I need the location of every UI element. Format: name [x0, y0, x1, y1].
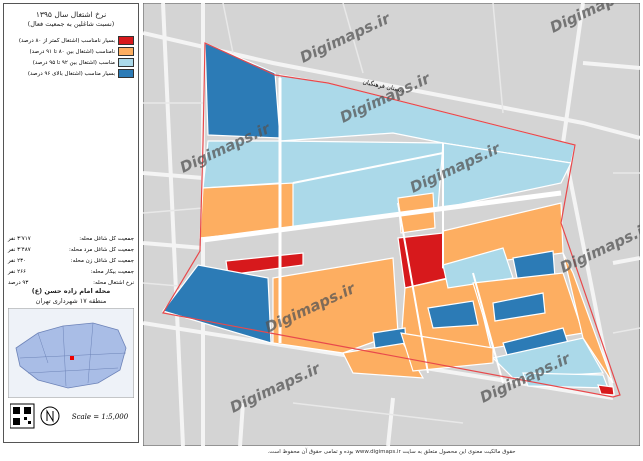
inner-street [397, 202, 429, 374]
block [597, 384, 615, 396]
stat-label: جمعیت کل شاغل محله: [79, 236, 134, 242]
stat-label: جمعیت کل شاغل مرد محله: [69, 247, 134, 253]
stat-label: جمعیت بیکار محله: [90, 269, 134, 275]
block [562, 252, 614, 384]
legend-swatch [118, 36, 134, 45]
inset-location [70, 356, 74, 360]
north-symbol [46, 409, 54, 423]
stat-value: ۹۳ درصد [8, 280, 29, 286]
minor-streets [143, 3, 640, 424]
block [427, 300, 479, 329]
qr-pattern [13, 407, 31, 425]
stat-row: جمعیت کل شاغل زن محله: ۲۳۰ نفر [8, 258, 134, 264]
legend-swatch [118, 47, 134, 56]
legend-item: بسیار نامناسب (اشتغال کمتر از ۸۰ درصد) [19, 36, 134, 45]
stat-value: ۳٬۴۸۷ نفر [8, 247, 31, 253]
legend-swatch [118, 58, 134, 67]
scale: Scale = 1:5,000 [72, 413, 129, 421]
block [272, 257, 399, 354]
stat-row: جمعیت کل شاغل محله: ۳٬۷۱۷ نفر [8, 236, 134, 242]
block [161, 264, 272, 344]
inset-map [8, 308, 134, 398]
inset-districts [19, 322, 127, 387]
legend-label: نامناسب (اشتغال بین ۸۰ تا ۹۱ درصد) [29, 48, 116, 55]
stat-row: جمعیت بیکار محله: ۲۶۶ نفر [8, 269, 134, 275]
stat-value: ۲۳۰ نفر [8, 258, 26, 264]
legend-swatch [118, 69, 134, 78]
legend-label: بسیار نامناسب (اشتغال کمتر از ۸۰ درصد) [18, 37, 115, 44]
map: دبستان فرهنگیان Digimaps.irDigimaps.irDi… [143, 3, 640, 446]
blocks [161, 42, 615, 396]
map-tools: Scale = 1:5,000 [10, 403, 129, 429]
stat-label: جمعیت کل شاغل زن محله: [70, 258, 134, 264]
legend-panel: نرخ اشتغال سال ۱۳۹۵ (نسبت شاغلین به جمعی… [3, 3, 139, 443]
legend-item: مناسب (اشتغال بین ۹۲ تا ۹۵ درصد) [33, 58, 134, 67]
stat-label: نرخ اشتغال محله: [93, 280, 134, 286]
legend-item: نامناسب (اشتغال بین ۸۰ تا ۹۱ درصد) [29, 47, 134, 56]
neighborhood-boundary [162, 42, 621, 398]
subtitle: (نسبت شاغلین به جمعیت فعال) [27, 20, 115, 28]
inner-street [292, 152, 444, 184]
legend-label: مناسب (اشتغال بین ۹۲ تا ۹۵ درصد) [32, 59, 115, 66]
stat-value: ۲۶۶ نفر [8, 269, 26, 275]
district: منطقه ۱۷ شهرداری تهران [35, 297, 107, 305]
title: نرخ اشتغال سال ۱۳۹۵ [35, 10, 107, 19]
neighborhood: محله امام زاده حسن (ع) [31, 287, 111, 295]
north-arrow [40, 406, 60, 426]
inner-street [202, 190, 562, 243]
inner-street [472, 272, 504, 384]
legend-label: بسیار مناسب (اشتغال بالای ۹۶ درصد) [27, 70, 115, 77]
stat-row: جمعیت کل شاغل مرد محله: ۳٬۴۸۷ نفر [8, 247, 134, 253]
block [491, 337, 605, 379]
block [492, 292, 546, 322]
stat-row: نرخ اشتغال محله: ۹۳ درصد [8, 280, 134, 286]
footer: حقوق مالکیت معنوی این محصول متعلق به سای… [267, 449, 516, 455]
stat-value: ۳٬۷۱۷ نفر [8, 236, 31, 242]
legend-item: بسیار مناسب (اشتغال بالای ۹۶ درصد) [28, 69, 134, 78]
